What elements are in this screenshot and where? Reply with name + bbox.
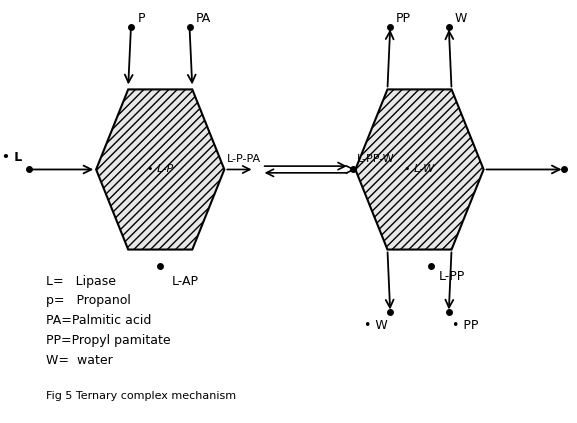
Text: p=   Propanol: p= Propanol — [46, 294, 131, 307]
Text: L=   Lipase: L= Lipase — [46, 275, 116, 288]
Text: PA=Palmitic acid: PA=Palmitic acid — [46, 314, 151, 327]
Text: L-P-PA: L-P-PA — [227, 154, 261, 165]
Text: PA: PA — [196, 11, 211, 25]
Text: Fig 5 Ternary complex mechanism: Fig 5 Ternary complex mechanism — [46, 390, 236, 401]
Text: • L-W: • L-W — [404, 165, 434, 174]
Text: • L: • L — [2, 151, 23, 165]
Text: W=  water: W= water — [46, 354, 113, 367]
Polygon shape — [96, 89, 224, 250]
Text: L-AP: L-AP — [171, 275, 198, 288]
Text: PP: PP — [396, 11, 411, 25]
Text: PP=Propyl pamitate: PP=Propyl pamitate — [46, 334, 171, 347]
Text: L-PP-W: L-PP-W — [357, 154, 395, 165]
Text: W: W — [454, 11, 467, 25]
Text: L-PP: L-PP — [439, 270, 465, 283]
Text: • PP: • PP — [452, 319, 478, 332]
Text: • W: • W — [364, 319, 387, 332]
Text: P: P — [138, 11, 145, 25]
Polygon shape — [355, 89, 484, 250]
Text: • L-P: • L-P — [147, 165, 173, 174]
